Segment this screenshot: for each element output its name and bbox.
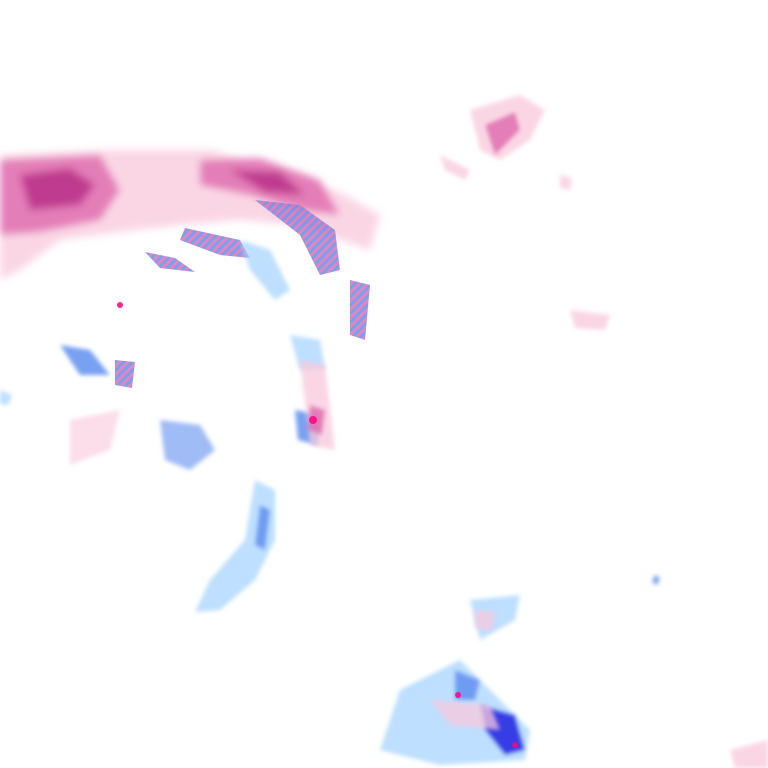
mixed-precip-bands: [115, 200, 370, 388]
rain-cells: [0, 240, 660, 765]
snow-cells: [70, 95, 768, 768]
intense-cores: [117, 302, 518, 748]
snow-band-northwest: [0, 150, 380, 280]
